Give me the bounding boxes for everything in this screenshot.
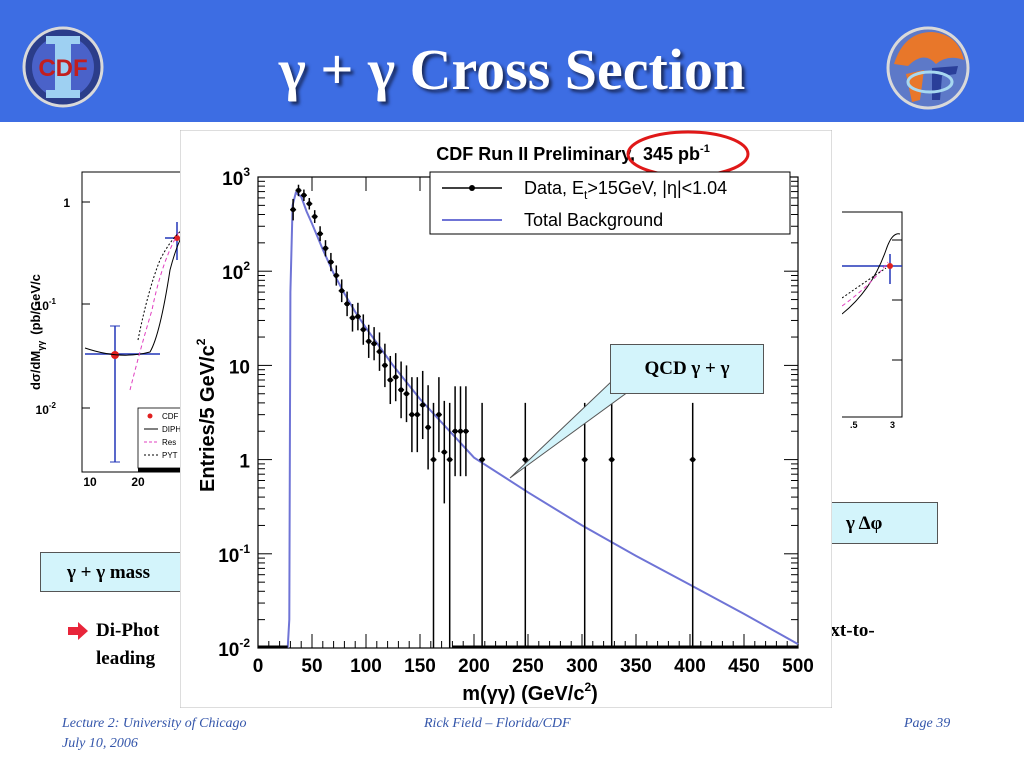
footer-lecture: Lecture 2: University of Chicago <box>62 716 247 731</box>
dphi-callout-text: γ Δφ <box>846 513 883 534</box>
data-point-0 <box>290 207 296 213</box>
x-tick-label-1: 50 <box>301 656 322 677</box>
legend-data-label: Data, Et>15GeV, |η|<1.04 <box>524 178 727 202</box>
x-tick-label-9: 450 <box>728 656 760 677</box>
bullet-line1-right: ext-to- <box>822 620 875 641</box>
left-plot-legend-0: CDF <box>162 412 179 421</box>
left-plot-xtick-1: 20 <box>131 475 145 489</box>
left-plot-ytick-0: 1 <box>63 196 70 210</box>
data-point-6 <box>323 245 328 251</box>
main-chart: 0 50 100 150 200 250 300 350 400 450 5001031021011… <box>180 130 832 708</box>
data-point-4 <box>312 214 318 220</box>
y-axis-label: Entries/5 GeV/c2 <box>194 338 219 492</box>
legend-background-label: Total Background <box>524 210 663 230</box>
data-point-21 <box>404 391 409 397</box>
slide-title: γ + γ Cross Section <box>278 37 746 102</box>
y-tick-label-5: 10-2 <box>218 636 250 661</box>
data-point-10 <box>344 301 350 307</box>
y-tick-label-4: 10-1 <box>218 542 250 567</box>
qcd-callout-pointer <box>509 380 645 479</box>
data-point-17 <box>382 362 388 368</box>
data-point-8 <box>333 273 339 279</box>
right-plot-xtick-1: 3 <box>890 420 895 430</box>
uf-logo <box>886 26 970 110</box>
x-tick-label-8: 400 <box>674 656 706 677</box>
data-point-30 <box>452 428 458 434</box>
qcd-callout: QCD γ + γ <box>610 344 764 394</box>
data-point-22 <box>409 412 415 418</box>
data-point-29 <box>447 457 453 463</box>
x-tick-label-7: 350 <box>620 656 652 677</box>
left-plot-legend-2: Res <box>162 438 176 447</box>
data-point-34 <box>522 457 528 463</box>
qcd-callout-text: QCD γ + γ <box>644 358 730 379</box>
right-background-plot: .5 3 <box>842 211 903 430</box>
x-tick-label-0: 0 <box>253 656 264 677</box>
footer-author: Rick Field – Florida/CDF <box>424 716 571 731</box>
chart-legend <box>429 171 791 235</box>
y-tick-label-3: 1 <box>239 452 250 473</box>
x-axis-label: m(γγ) (GeV/c2) <box>462 680 598 705</box>
slide-header <box>0 0 1024 122</box>
left-plot-ytick-1: 10-1 <box>36 297 57 313</box>
cdf-logo: CDF <box>22 26 104 108</box>
chart-title-luminosity: 345 pb-1 <box>643 143 710 164</box>
x-tick-label-2: 100 <box>350 656 382 677</box>
total-background-curve <box>286 191 799 649</box>
data-point-1 <box>296 187 301 193</box>
mass-callout: γ + γ mass <box>40 552 200 592</box>
footer-page: Page 39 <box>904 716 951 731</box>
legend-data-marker <box>469 185 475 191</box>
left-plot-legend-1: DIPH <box>162 425 181 434</box>
data-point-18 <box>387 377 393 383</box>
x-tick-label-5: 250 <box>512 656 544 677</box>
bullet-line2: leading <box>96 648 156 669</box>
left-plot-xtick-0: 10 <box>83 475 97 489</box>
data-point-32 <box>463 428 469 434</box>
data-point-25 <box>425 424 431 430</box>
data-point-27 <box>436 412 442 418</box>
data-point-36 <box>609 457 615 463</box>
data-point-33 <box>479 457 485 463</box>
data-point-14 <box>366 338 372 344</box>
right-plot-xtick-0: .5 <box>850 420 858 430</box>
left-plot-legend-3: PYT <box>162 451 178 460</box>
left-plot-ylabel: dσ/dMγγ(pb/GeV/c <box>28 274 46 390</box>
data-point-9 <box>339 288 345 294</box>
data-point-35 <box>582 457 588 463</box>
x-tick-label-6: 300 <box>566 656 598 677</box>
bullet-line1: Di-Phot <box>96 620 160 641</box>
data-point-26 <box>431 457 436 463</box>
data-point-23 <box>414 412 420 418</box>
y-tick-label-0: 103 <box>222 165 250 190</box>
data-point-37 <box>690 457 696 463</box>
data-point-15 <box>371 341 377 347</box>
data-point-28 <box>441 449 447 455</box>
data-point-31 <box>458 428 463 434</box>
cdf-logo-text: CDF <box>38 55 87 82</box>
x-tick-label-3: 150 <box>404 656 436 677</box>
data-point-12 <box>355 314 361 320</box>
y-tick-label-2: 10 <box>229 357 250 378</box>
left-plot-ytick-2: 10-2 <box>36 401 57 417</box>
data-point-13 <box>360 327 366 333</box>
mass-callout-text: γ + γ mass <box>67 562 150 583</box>
data-point-5 <box>317 231 323 237</box>
bullet-arrow-icon <box>68 622 88 640</box>
x-tick-label-10: 500 <box>782 656 814 677</box>
data-point-16 <box>377 349 382 355</box>
x-tick-label-4: 200 <box>458 656 490 677</box>
data-point-11 <box>350 315 355 321</box>
data-point-7 <box>328 259 334 265</box>
data-point-19 <box>393 374 399 380</box>
footer-date: July 10, 2006 <box>62 736 138 751</box>
left-background-plot: 1 10-1 10-2 dσ/dMγγ(pb/GeV/c 10 20 CDF D… <box>28 171 190 489</box>
y-tick-label-1: 102 <box>222 259 250 284</box>
data-point-3 <box>306 201 312 207</box>
data-point-24 <box>420 402 426 408</box>
data-point-20 <box>398 387 404 393</box>
data-point-2 <box>301 192 307 198</box>
chart-title: CDF Run II Preliminary, <box>436 144 635 164</box>
